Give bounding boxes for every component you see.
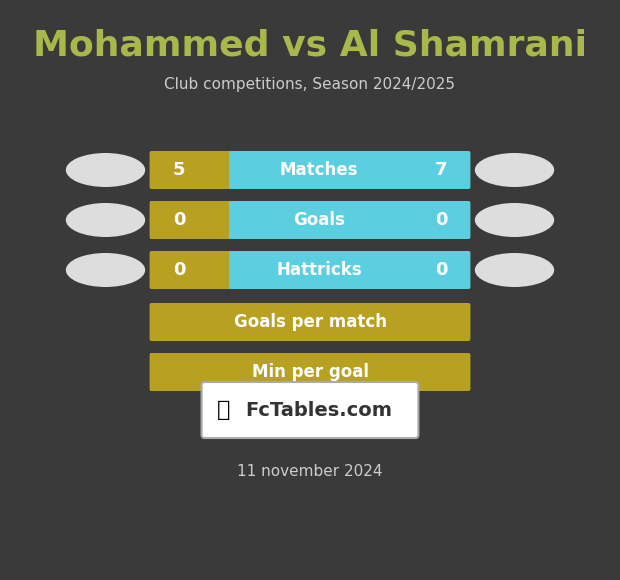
Text: Goals: Goals (293, 211, 345, 229)
Ellipse shape (475, 153, 554, 187)
Ellipse shape (66, 253, 145, 287)
Text: Mohammed vs Al Shamrani: Mohammed vs Al Shamrani (33, 28, 587, 62)
Ellipse shape (475, 253, 554, 287)
Text: 📊: 📊 (217, 400, 230, 420)
Text: FcTables.com: FcTables.com (246, 401, 392, 419)
Text: Goals per match: Goals per match (234, 313, 386, 331)
FancyBboxPatch shape (229, 151, 471, 189)
FancyBboxPatch shape (229, 201, 471, 239)
FancyBboxPatch shape (202, 382, 418, 438)
Text: 0: 0 (435, 211, 447, 229)
FancyBboxPatch shape (149, 251, 232, 289)
Text: 5: 5 (173, 161, 185, 179)
Ellipse shape (475, 203, 554, 237)
Text: 7: 7 (435, 161, 447, 179)
Text: Matches: Matches (280, 161, 358, 179)
Text: Hattricks: Hattricks (276, 261, 361, 279)
Ellipse shape (66, 203, 145, 237)
Text: Club competitions, Season 2024/2025: Club competitions, Season 2024/2025 (164, 78, 456, 92)
Text: 0: 0 (173, 261, 185, 279)
FancyBboxPatch shape (149, 353, 471, 391)
FancyBboxPatch shape (149, 151, 232, 189)
Text: Min per goal: Min per goal (252, 363, 368, 381)
Text: 0: 0 (173, 211, 185, 229)
FancyBboxPatch shape (149, 201, 232, 239)
Text: 0: 0 (435, 261, 447, 279)
Text: 11 november 2024: 11 november 2024 (237, 465, 383, 480)
Ellipse shape (66, 153, 145, 187)
FancyBboxPatch shape (229, 251, 471, 289)
FancyBboxPatch shape (149, 303, 471, 341)
